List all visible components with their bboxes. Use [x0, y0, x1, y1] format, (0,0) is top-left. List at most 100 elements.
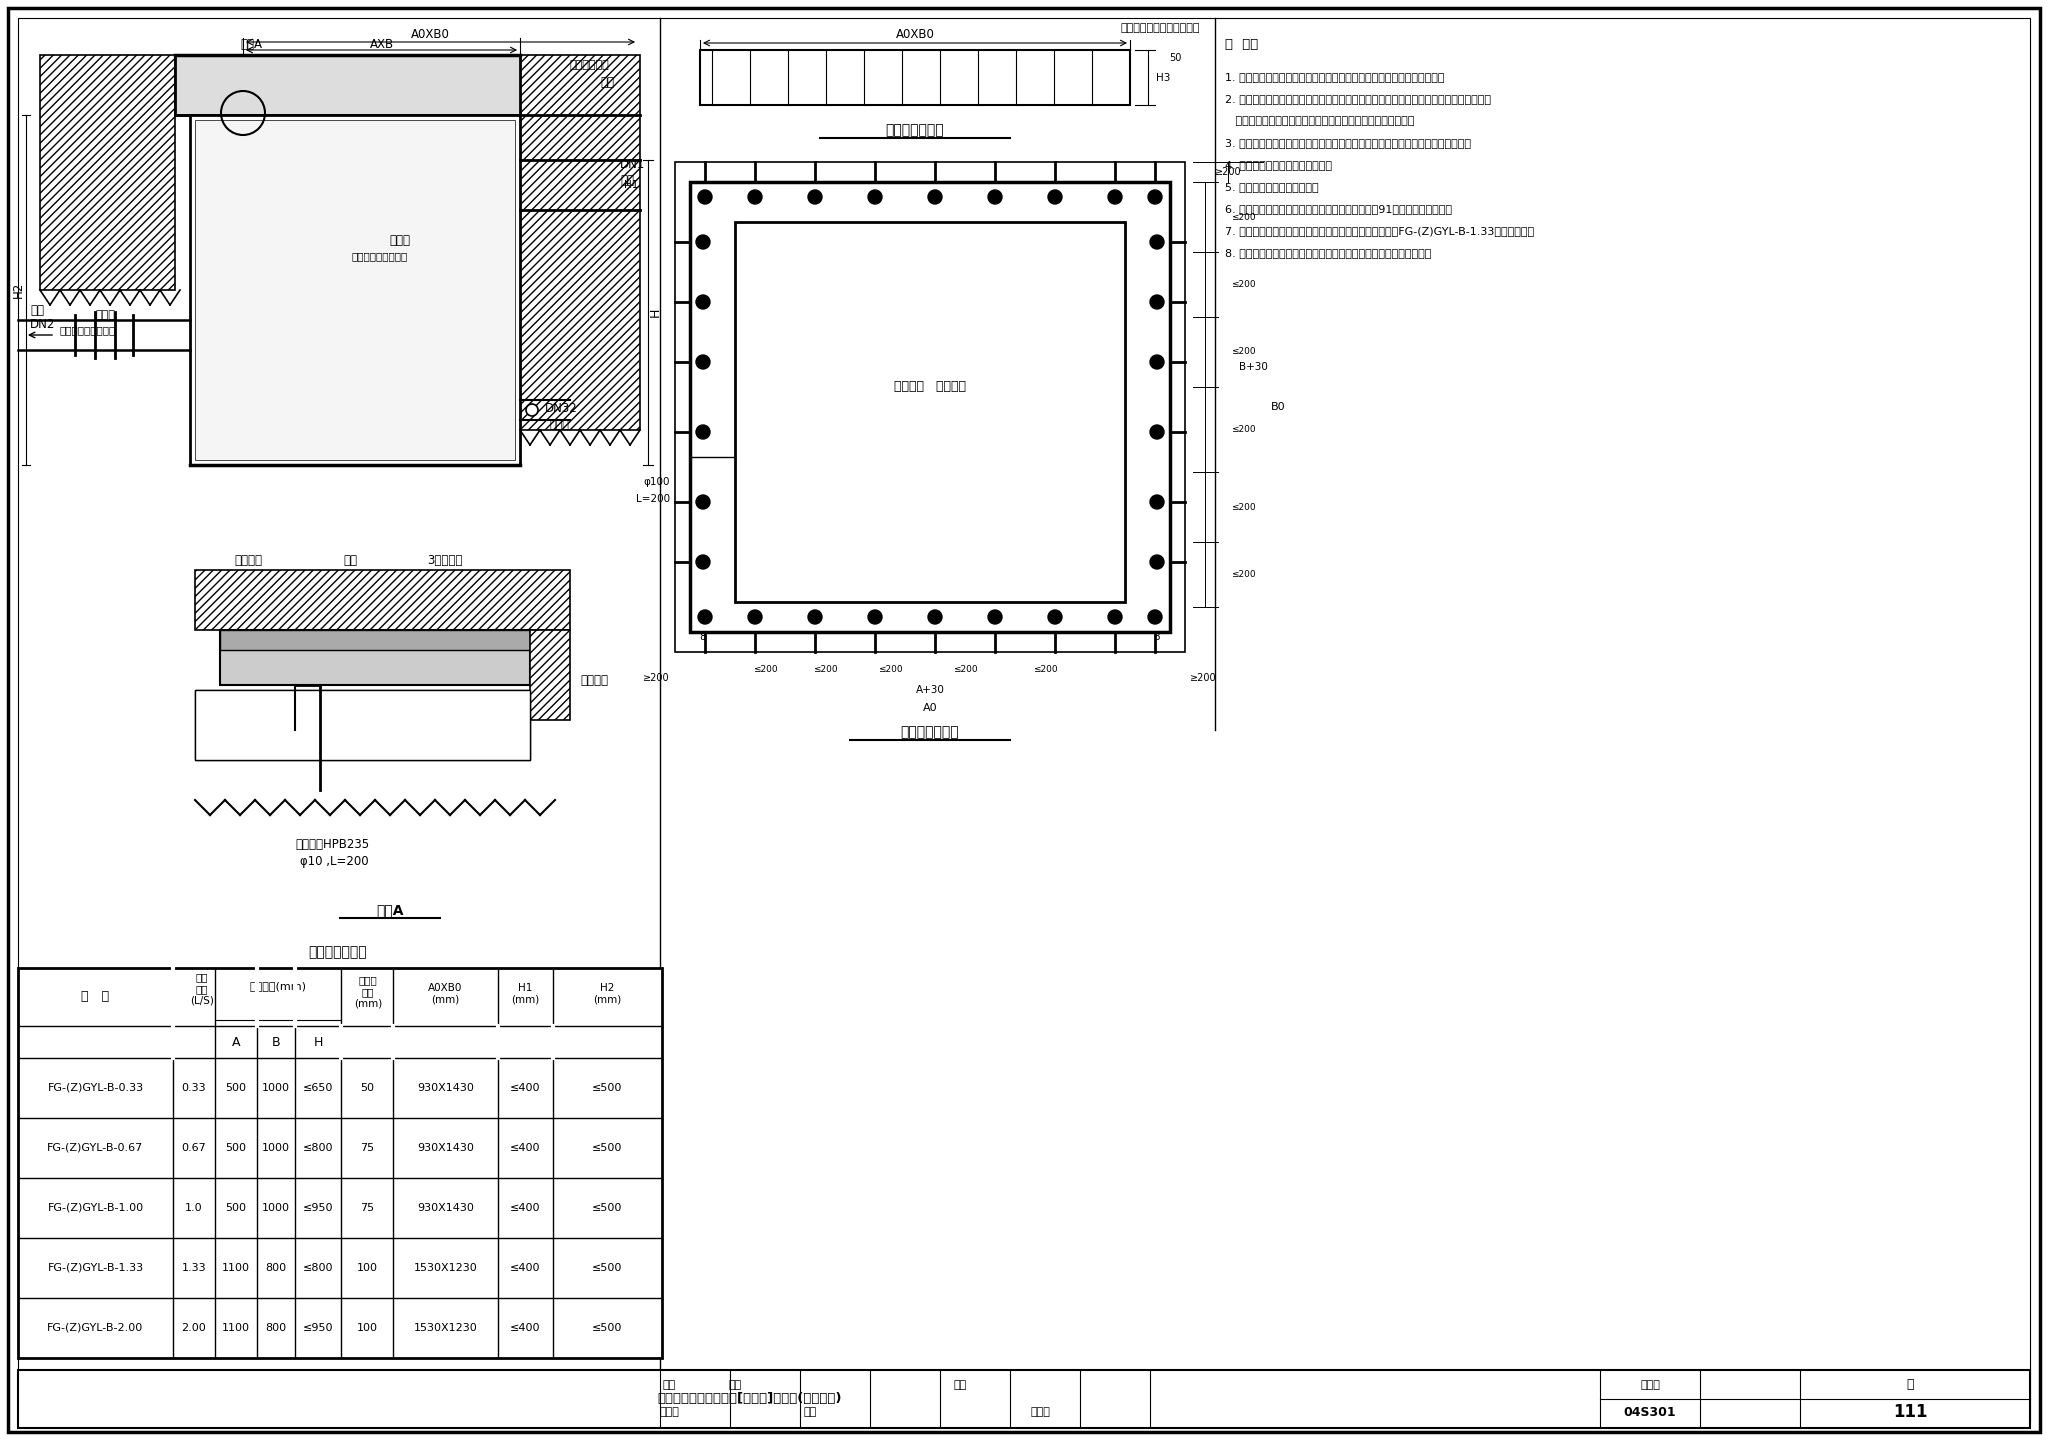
Text: φ100: φ100: [643, 477, 670, 487]
Text: 器框，隔油器框用角钢、碳钢板焊制，内外壁刷防锈漆二遍。: 器框，隔油器框用角钢、碳钢板焊制，内外壁刷防锈漆二遍。: [1225, 117, 1415, 125]
Circle shape: [1151, 295, 1163, 310]
Text: A0XB0: A0XB0: [895, 29, 934, 42]
Text: 500: 500: [225, 1202, 246, 1212]
Polygon shape: [174, 55, 520, 115]
Circle shape: [1151, 235, 1163, 249]
Circle shape: [696, 425, 711, 439]
Text: 75: 75: [360, 1143, 375, 1153]
Text: 主要性能参数表: 主要性能参数表: [309, 945, 367, 959]
Text: 1100: 1100: [221, 1323, 250, 1333]
Text: ≤400: ≤400: [510, 1263, 541, 1273]
Text: 校对: 校对: [729, 1380, 741, 1390]
Circle shape: [809, 190, 821, 204]
Text: 1.0: 1.0: [184, 1202, 203, 1212]
Circle shape: [1108, 190, 1122, 204]
Text: 7. 隔油器框构造图随隔油器型号略有不同，本安装图系按FG-(Z)GYL-B-1.33型尺寸绘制。: 7. 隔油器框构造图随隔油器型号略有不同，本安装图系按FG-(Z)GYL-B-1…: [1225, 226, 1534, 236]
Bar: [676, 161, 1186, 652]
Circle shape: [928, 611, 942, 624]
Text: ≤200: ≤200: [813, 665, 838, 674]
Text: 6. 为提高本设备的使用效率和寿命，地沟内宜按图91页配置地沟除渣筛。: 6. 为提高本设备的使用效率和寿命，地沟内宜按图91页配置地沟除渣筛。: [1225, 204, 1452, 215]
Circle shape: [696, 356, 711, 369]
Text: ≤500: ≤500: [592, 1143, 623, 1153]
Text: 100: 100: [356, 1323, 377, 1333]
Text: 500: 500: [225, 1143, 246, 1153]
Text: 8: 8: [1153, 632, 1161, 642]
Text: 0.67: 0.67: [182, 1143, 207, 1153]
Text: 型   号: 型 号: [82, 991, 109, 1004]
Text: B+30: B+30: [1239, 361, 1268, 372]
Text: ≤950: ≤950: [303, 1323, 334, 1333]
Text: 隔油器身: 隔油器身: [580, 674, 608, 687]
Text: A+30: A+30: [915, 685, 944, 696]
Text: H2
(mm): H2 (mm): [594, 984, 623, 1005]
Text: 钢制防水套管: 钢制防水套管: [569, 60, 610, 71]
Circle shape: [698, 190, 713, 204]
Text: 说  明：: 说 明：: [1225, 39, 1257, 52]
Text: 隔油器框: 隔油器框: [233, 553, 262, 566]
Polygon shape: [41, 55, 174, 289]
Text: 04S301: 04S301: [1624, 1405, 1677, 1418]
Polygon shape: [530, 631, 569, 720]
Text: H1
(mm): H1 (mm): [512, 984, 539, 1005]
Circle shape: [1151, 495, 1163, 508]
Circle shape: [1149, 190, 1161, 204]
Circle shape: [868, 190, 883, 204]
Text: 1. 本设备适用于安装在公共餐饮的厨房及各餐间的含油废水排水总管处。: 1. 本设备适用于安装在公共餐饮的厨房及各餐间的含油废水排水总管处。: [1225, 72, 1444, 82]
Text: ≤650: ≤650: [303, 1083, 334, 1093]
Circle shape: [696, 554, 711, 569]
Text: 3厚橡皮垫: 3厚橡皮垫: [428, 553, 463, 566]
Text: 0.33: 0.33: [182, 1083, 207, 1093]
Bar: [219, 631, 530, 685]
Text: 隔油器框构造图: 隔油器框构造图: [901, 724, 958, 739]
Text: 1530X1230: 1530X1230: [414, 1263, 477, 1273]
Text: 李云贺: 李云贺: [1030, 1407, 1051, 1417]
Circle shape: [1151, 356, 1163, 369]
Text: L=200: L=200: [635, 494, 670, 504]
Text: ≤200: ≤200: [1231, 213, 1255, 222]
Circle shape: [1049, 190, 1063, 204]
Text: 1000: 1000: [262, 1202, 291, 1212]
Text: ≤500: ≤500: [592, 1323, 623, 1333]
Circle shape: [1151, 425, 1163, 439]
Polygon shape: [520, 55, 639, 431]
Text: 4. 进出管和放空管位置见构造图。: 4. 进出管和放空管位置见构造图。: [1225, 160, 1331, 170]
Circle shape: [748, 190, 762, 204]
Text: 节点A: 节点A: [377, 903, 403, 917]
Text: ≤500: ≤500: [592, 1263, 623, 1273]
Text: 1100: 1100: [221, 1263, 250, 1273]
Text: ≤200: ≤200: [1231, 347, 1255, 357]
Text: H1: H1: [625, 180, 639, 190]
Text: ≥200: ≥200: [1214, 167, 1241, 177]
Circle shape: [526, 405, 539, 416]
Text: 结构梁: 结构梁: [389, 233, 410, 246]
Text: ≥200: ≥200: [643, 672, 670, 683]
Text: B0: B0: [1270, 402, 1286, 412]
Text: FG-(Z)GYL-B-0.67: FG-(Z)GYL-B-0.67: [47, 1143, 143, 1153]
Text: AXB: AXB: [371, 37, 393, 50]
Text: 外形尺寸(mm): 外形尺寸(mm): [250, 981, 307, 991]
Text: ≤500: ≤500: [592, 1083, 623, 1093]
Text: ≤200: ≤200: [1032, 665, 1057, 674]
Text: ≤400: ≤400: [510, 1323, 541, 1333]
Text: 930X1430: 930X1430: [418, 1202, 473, 1212]
Text: 800: 800: [266, 1323, 287, 1333]
Bar: [195, 690, 530, 760]
Text: ≤800: ≤800: [303, 1263, 334, 1273]
Text: A0XB0: A0XB0: [410, 27, 449, 40]
Text: 5. 配合土建预留电源控制线。: 5. 配合土建预留电源控制线。: [1225, 181, 1319, 192]
Text: FG-(Z)GYL-B-2.00: FG-(Z)GYL-B-2.00: [47, 1323, 143, 1333]
Text: 预埋锚筋   定位螺栓: 预埋锚筋 定位螺栓: [895, 380, 967, 393]
Text: 1.33: 1.33: [182, 1263, 207, 1273]
Text: 100: 100: [356, 1263, 377, 1273]
Bar: [690, 181, 1169, 632]
Bar: [700, 50, 1130, 105]
Circle shape: [696, 235, 711, 249]
Text: A0: A0: [924, 703, 938, 713]
Text: 8. 本图系根据上海堡纪环保工程技术有限公司提供的技术资料编制。: 8. 本图系根据上海堡纪环保工程技术有限公司提供的技术资料编制。: [1225, 248, 1432, 258]
Circle shape: [928, 190, 942, 204]
Text: A: A: [231, 1035, 240, 1048]
Text: ≤200: ≤200: [952, 665, 977, 674]
Text: 8: 8: [700, 632, 707, 642]
Text: 800: 800: [266, 1263, 287, 1273]
Bar: [219, 631, 530, 649]
